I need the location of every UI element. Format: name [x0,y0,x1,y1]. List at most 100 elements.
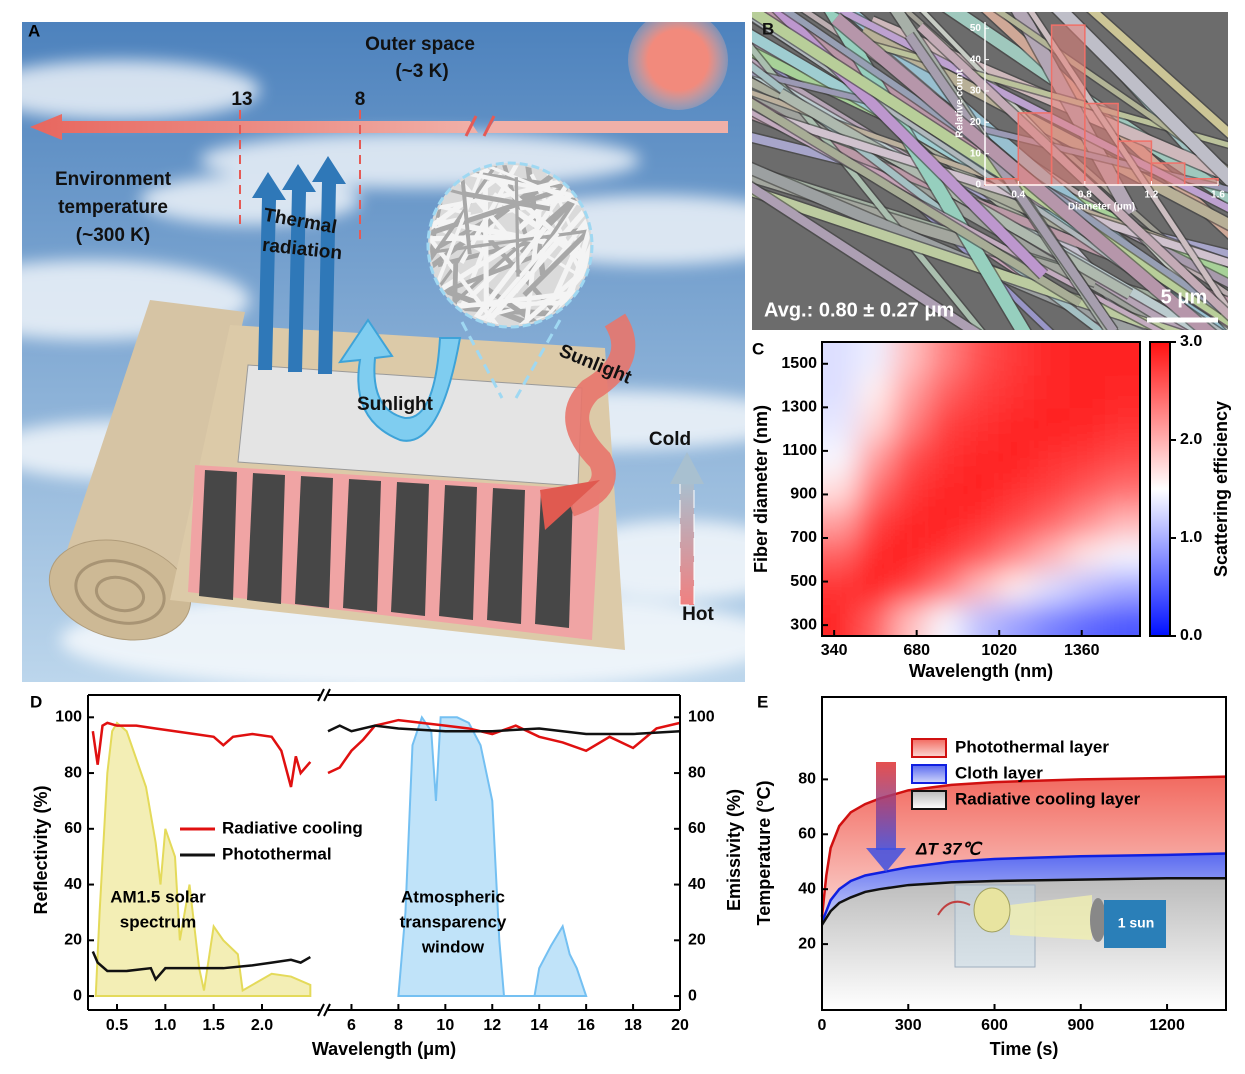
energy-arrow-end [486,121,728,133]
heat-cell [1034,472,1071,507]
y-tick-label: 40 [64,876,82,893]
x-tick-label: 14 [530,1017,548,1034]
series-line [91,950,311,982]
y2-axis-label: Emissivity (%) [724,789,744,911]
heat-cell [1104,570,1140,605]
decoration [493,205,590,325]
roll-body [62,300,245,612]
y-tick-label: 80 [64,764,82,781]
decoration [1052,12,1228,187]
decoration [430,184,551,230]
heat-cell [928,342,965,376]
heat-cell [892,374,930,409]
illustration-text: (~300 K) [76,225,150,246]
heat-cell [822,538,859,572]
legend-label: Cloth layer [955,763,1043,782]
heat-cell [822,570,859,605]
x-tick-label: 8 [394,1017,403,1034]
bar [1150,162,1186,186]
y-tick-label: 0 [73,987,82,1004]
y-tick-label: 1100 [782,442,817,459]
heat-cell [1034,603,1071,636]
decoration [937,900,971,916]
illustration-text: Cold [649,429,691,450]
panel-label: A [28,21,40,40]
band-label: window [421,937,485,956]
x-tick-label: 680 [903,642,930,659]
colorbar-label: Scattering efficiency [1211,401,1231,577]
y-tick-label: 30 [970,86,982,97]
legend-swatch [911,738,947,758]
thermal-arrows [252,156,346,374]
heat-cell [928,603,965,636]
heat-cell [1034,374,1071,409]
heat-cell [1034,505,1071,539]
y-tick-label: 100 [55,709,82,726]
x-axis-label: Wavelength (μm) [312,1039,456,1059]
heat-cell [963,603,1000,636]
y-axis-label: Reflectivity (%) [31,785,51,914]
x-tick-label: 16 [577,1017,595,1034]
x-tick-label: 1360 [1064,642,1100,659]
x-tick-label: 300 [895,1017,922,1034]
decoration [1088,12,1228,138]
y-tick-label: 0 [975,180,981,191]
colorbar [1149,341,1171,637]
illustration-text: Sunlight [357,394,434,415]
decoration [522,222,590,297]
heat-cell [928,472,965,507]
heat-cell [963,538,1000,572]
heat-cell [1104,472,1140,507]
heat-cell [998,538,1036,572]
heat-cell [892,342,930,376]
heat-cell [892,472,930,507]
series-line [327,718,681,775]
heat-cell [998,570,1036,605]
heat-cell [1069,570,1106,605]
y-tick-label: 900 [790,486,817,503]
panel-label: C [752,339,764,358]
sunlight-absorbed [565,313,636,517]
gradient-arrow [679,479,695,606]
decoration [752,12,1228,326]
y-tick-label: 10 [970,148,982,159]
x-tick-label: 1.2 [1144,190,1158,201]
heat-cell [998,374,1036,409]
heat-cell [822,407,859,441]
heat-cell [963,472,1000,507]
illustration-text: temperature [58,197,168,218]
x-tick-label: 1.6 [1211,190,1225,201]
y-tick-label: 700 [790,529,817,546]
y2-tick-label: 20 [688,932,706,949]
heat-cell [1034,538,1071,572]
plot-frame [821,341,1141,637]
heat-cell [822,342,859,376]
decoration [463,191,551,212]
heat-cell [928,505,965,539]
bar [1084,102,1119,186]
y-tick-label: 40 [970,54,982,65]
legend-swatch [911,790,947,810]
decoration [247,473,285,604]
heat-cell [1104,505,1140,539]
heat-cell [963,342,1000,376]
decoration [450,231,560,325]
y-axis-label: Fiber diameter (nm) [751,405,771,573]
average-label: Avg.: 0.80 ± 0.27 μm [764,299,954,321]
y-tick-label: 1300 [781,399,817,416]
delta-arrow [876,762,896,850]
axis-break [323,688,331,702]
heat-cell [892,440,930,474]
sunlight-head [540,480,600,530]
series-line [820,876,1226,926]
colorbar-tick-label: 3.0 [1180,333,1202,350]
heat-cell [857,472,894,507]
heat-cell [963,407,1000,441]
heat-cell [1104,440,1140,474]
x-axis-label: Diameter (μm) [1068,202,1135,213]
band-label: transparency [400,912,507,931]
decoration [295,476,333,608]
axis-break [317,688,325,702]
heat-cell [1034,342,1071,376]
